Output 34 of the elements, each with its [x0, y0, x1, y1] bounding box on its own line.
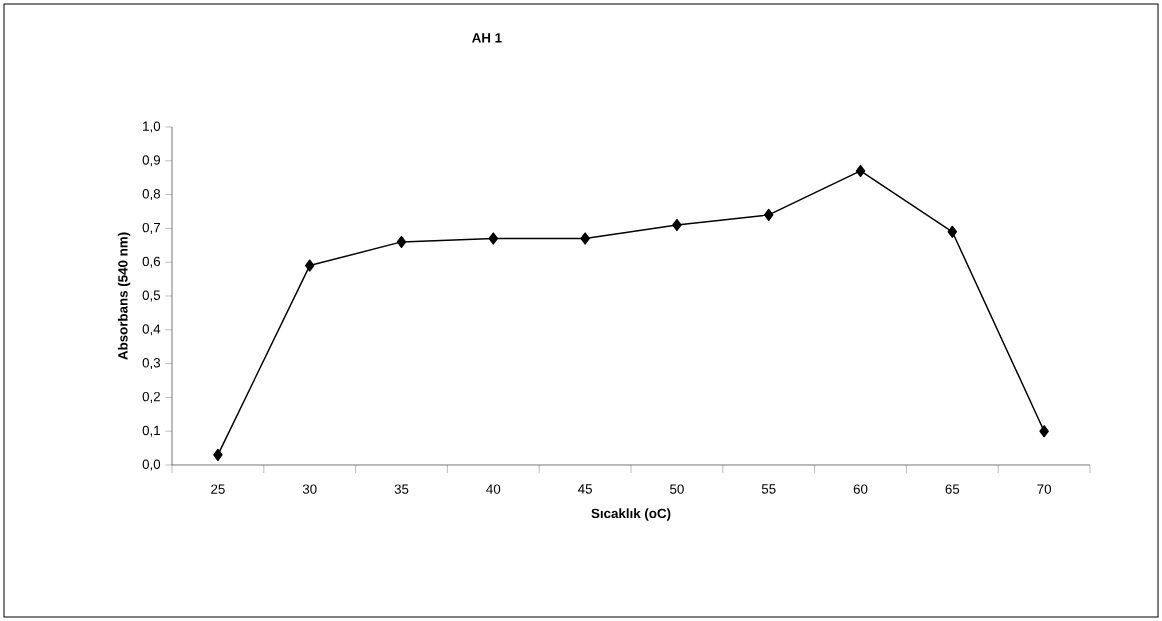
- x-tick-label: 25: [211, 484, 225, 494]
- y-tick-label: 0,5: [142, 290, 161, 302]
- point: [947, 225, 958, 238]
- y-tick-label: 0,7: [142, 222, 160, 234]
- y-tick-label: 1,0: [143, 121, 161, 133]
- point: [855, 164, 866, 178]
- y-tick-label: 0,1: [142, 425, 160, 437]
- y-tick-label: 0,8: [142, 189, 161, 201]
- point: [763, 208, 774, 221]
- y-tick-label: 0,9: [142, 155, 161, 167]
- x-tick-label: 30: [302, 484, 317, 494]
- point: [1039, 425, 1049, 438]
- x-tick-label: 45: [578, 484, 592, 494]
- x-axis-title: Sıcaklık (oC): [591, 508, 671, 521]
- y-tick-label: 0,6: [142, 256, 161, 268]
- y-tick-label: 0,4: [142, 324, 161, 336]
- chart-title: AH 1: [472, 33, 502, 43]
- point: [488, 232, 499, 245]
- x-tick-label: 60: [853, 484, 868, 494]
- y-tick-label: 0,0: [142, 459, 161, 471]
- x-tick-label: 35: [394, 484, 409, 494]
- x-tick-label: 40: [486, 484, 501, 494]
- y-axis-title: Absorbans (540 nm): [117, 232, 131, 360]
- point: [213, 448, 223, 461]
- point: [396, 235, 407, 248]
- x-tick-label: 50: [670, 484, 684, 494]
- x-tick-label: 70: [1037, 484, 1052, 494]
- x-tick-label: 55: [761, 484, 776, 494]
- y-tick-label: 0,3: [142, 358, 161, 370]
- y-tick-label: 0,2: [142, 391, 160, 403]
- point: [580, 232, 590, 245]
- point: [304, 259, 315, 272]
- x-tick-label: 65: [945, 484, 960, 494]
- point: [672, 218, 682, 232]
